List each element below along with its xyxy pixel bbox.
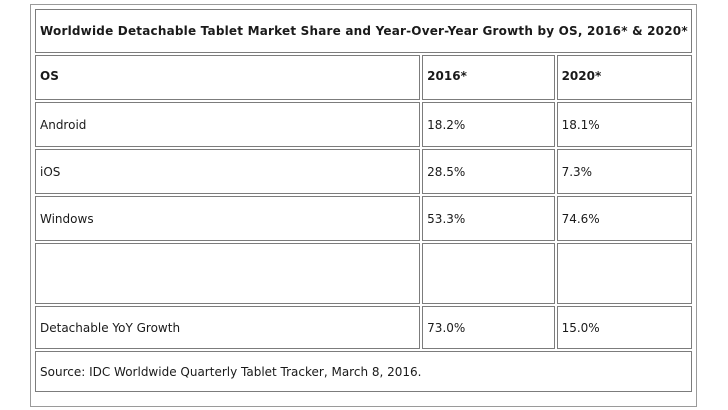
share-2016-cell: 28.5% bbox=[422, 149, 555, 194]
table-frame: Worldwide Detachable Tablet Market Share… bbox=[30, 4, 697, 407]
share-2016-cell: 53.3% bbox=[422, 196, 555, 241]
os-cell: Windows bbox=[35, 196, 421, 241]
growth-2020-cell: 15.0% bbox=[556, 306, 692, 349]
column-header-os: OS bbox=[35, 55, 421, 100]
table-row: Windows 53.3% 74.6% bbox=[35, 196, 692, 241]
os-cell: iOS bbox=[35, 149, 421, 194]
empty-cell bbox=[422, 243, 555, 304]
growth-row: Detachable YoY Growth 73.0% 15.0% bbox=[35, 306, 692, 349]
table-row: Android 18.2% 18.1% bbox=[35, 102, 692, 147]
source-row: Source: IDC Worldwide Quarterly Tablet T… bbox=[35, 351, 692, 392]
header-row: OS 2016* 2020* bbox=[35, 55, 692, 100]
table-row: iOS 28.5% 7.3% bbox=[35, 149, 692, 194]
empty-cell bbox=[35, 243, 421, 304]
column-header-2016: 2016* bbox=[422, 55, 555, 100]
market-share-table: Worldwide Detachable Tablet Market Share… bbox=[33, 7, 694, 394]
growth-label-cell: Detachable YoY Growth bbox=[35, 306, 421, 349]
share-2020-cell: 18.1% bbox=[556, 102, 692, 147]
growth-2016-cell: 73.0% bbox=[422, 306, 555, 349]
column-header-2020: 2020* bbox=[556, 55, 692, 100]
table-title: Worldwide Detachable Tablet Market Share… bbox=[35, 9, 692, 53]
os-cell: Android bbox=[35, 102, 421, 147]
title-row: Worldwide Detachable Tablet Market Share… bbox=[35, 9, 692, 53]
share-2020-cell: 7.3% bbox=[556, 149, 692, 194]
share-2020-cell: 74.6% bbox=[556, 196, 692, 241]
share-2016-cell: 18.2% bbox=[422, 102, 555, 147]
empty-row bbox=[35, 243, 692, 304]
empty-cell bbox=[556, 243, 692, 304]
source-note: Source: IDC Worldwide Quarterly Tablet T… bbox=[35, 351, 692, 392]
